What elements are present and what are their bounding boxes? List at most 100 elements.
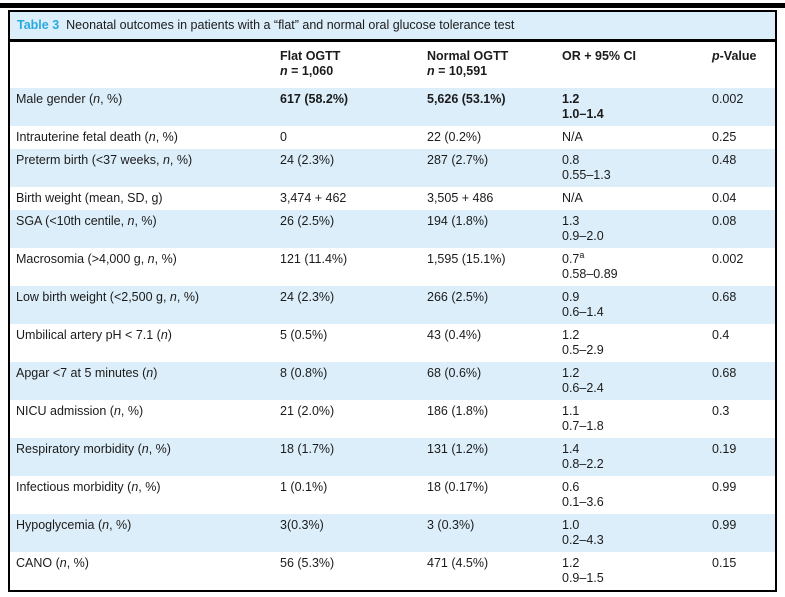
flat-ogtt-title: Flat OGTT <box>280 49 341 63</box>
outcome-label-text: Macrosomia (>4,000 g, <box>16 252 148 266</box>
flat-ogtt-value-cell: 21 (2.0%) <box>280 404 335 418</box>
italic-n: n <box>427 64 435 78</box>
outcome-label-cell: CANO (n, %) <box>10 552 280 590</box>
outcome-label-cell: Male gender (n, %) <box>10 88 280 126</box>
flat-ogtt-value-cell: 18 (1.7%) <box>280 442 335 456</box>
outcome-label-text: Low birth weight (<2,500 g, <box>16 290 170 304</box>
normal-ogtt-value-cell: 471 (4.5%) <box>427 556 489 570</box>
table-row: Respiratory morbidity (n, %) 18 (1.7%) 1… <box>10 438 775 476</box>
outcome-label-cell: Low birth weight (<2,500 g, n, %) <box>10 286 280 324</box>
outcome-label-text: Birth weight (mean, SD, g) <box>16 191 163 205</box>
outcome-label-text: Intrauterine fetal death ( <box>16 130 149 144</box>
or-ci-cell: 0.7a 0.58–0.89 <box>562 248 712 286</box>
or-ci-cell: 1.2 1.0–1.4 <box>562 88 712 126</box>
normal-ogtt-value-cell: 287 (2.7%) <box>427 153 489 167</box>
p-value-cell: 0.99 <box>712 480 737 494</box>
outcome-label-cell: Preterm birth (<37 weeks, n, %) <box>10 149 280 187</box>
flat-ogtt-value-cell: 56 (5.3%) <box>280 556 335 570</box>
or-value: N/A <box>562 130 583 144</box>
flat-ogtt-value-cell: 121 (11.4%) <box>280 252 348 266</box>
outcome-label-italic-n: n <box>131 480 139 494</box>
outcome-label-text: SGA (<10th centile, <box>16 214 128 228</box>
or-number: 0.9 <box>562 290 580 304</box>
flat-ogtt-value-cell: 617 (58.2%) <box>280 92 349 106</box>
flat-ogtt-value-cell: 3,474 + 462 <box>280 191 347 205</box>
outcome-label-text: Infectious morbidity ( <box>16 480 132 494</box>
table-row: CANO (n, %) 56 (5.3%) 471 (4.5%) 1.2 0.9–… <box>10 552 775 590</box>
or-value: 1.2 <box>562 328 579 342</box>
outcome-label-italic-n: n <box>147 252 155 266</box>
table-row: Preterm birth (<37 weeks, n, %) 24 (2.3%… <box>10 149 775 187</box>
normal-ogtt-value-cell: 5,626 (53.1%) <box>427 92 506 106</box>
outcome-label-suffix: , %) <box>120 404 144 418</box>
p-value-cell: 0.3 <box>712 404 730 418</box>
or-number: 1.2 <box>562 556 580 570</box>
table-row: Intrauterine fetal death (n, %) 0 22 (0.… <box>10 126 775 149</box>
outcome-label-italic-n: n <box>59 556 67 570</box>
outcome-label-italic-n: n <box>148 130 156 144</box>
flat-ogtt-value-cell: 5 (0.5%) <box>280 328 328 342</box>
table-row: Birth weight (mean, SD, g) 3,474 + 462 3… <box>10 187 775 210</box>
or-number: 1.4 <box>562 442 580 456</box>
outcome-label-italic-n: n <box>113 404 121 418</box>
outcome-label-text: Hypoglycemia ( <box>16 518 103 532</box>
or-number: 1.2 <box>562 92 580 106</box>
or-ci-cell: 1.3 0.9–2.0 <box>562 210 712 248</box>
outcome-label-italic-n: n <box>127 214 135 228</box>
normal-ogtt-value-cell: 18 (0.17%) <box>427 480 489 494</box>
or-ci-cell: 0.8 0.55–1.3 <box>562 149 712 187</box>
header-row: Flat OGTT n = 1,060 Normal OGTT n = 10,591… <box>10 42 775 88</box>
outcomes-table: Flat OGTT n = 1,060 Normal OGTT n = 10,591… <box>10 42 775 590</box>
flat-ogtt-value-cell: 1 (0.1%) <box>280 480 328 494</box>
col-header-or-ci: OR + 95% CI <box>562 42 712 88</box>
or-value: 0.7a <box>562 250 584 266</box>
top-rule <box>0 3 785 8</box>
table-row: Hypoglycemia (n, %) 3(0.3%) 3 (0.3%) 1.0… <box>10 514 775 552</box>
or-ci-cell: 1.0 0.2–4.3 <box>562 514 712 552</box>
or-number: 0.8 <box>562 153 580 167</box>
outcome-label-suffix: , %) <box>176 290 200 304</box>
col-header-normal-ogtt: Normal OGTT n = 10,591 <box>427 42 562 88</box>
outcome-label-cell: Umbilical artery pH < 7.1 (n) <box>10 324 280 362</box>
or-number: 1.3 <box>562 214 580 228</box>
or-value: 0.6 <box>562 480 579 494</box>
or-number: 1.2 <box>562 366 580 380</box>
outcome-label-italic-n: n <box>102 518 110 532</box>
or-value: 1.4 <box>562 442 579 456</box>
italic-p: p <box>712 49 720 63</box>
outcome-label-suffix: ) <box>153 366 158 380</box>
table-row: NICU admission (n, %) 21 (2.0%) 186 (1.8… <box>10 400 775 438</box>
outcome-label-suffix: , %) <box>100 92 123 106</box>
flat-ogtt-n: n = 1,060 <box>280 64 423 79</box>
ci-range: 0.5–2.9 <box>562 343 604 357</box>
normal-ogtt-value-cell: 186 (1.8%) <box>427 404 489 418</box>
italic-n: n <box>280 64 288 78</box>
normal-ogtt-title: Normal OGTT <box>427 49 509 63</box>
table-number-label: Table 3 <box>17 18 60 32</box>
or-value: 1.2 <box>562 366 579 380</box>
table-row: Male gender (n, %) 617 (58.2%) 5,626 (53… <box>10 88 775 126</box>
flat-ogtt-value-cell: 0 <box>280 130 287 144</box>
outcome-label-cell: Infectious morbidity (n, %) <box>10 476 280 514</box>
outcome-label-cell: NICU admission (n, %) <box>10 400 280 438</box>
col-header-outcome <box>10 42 280 88</box>
ci-range: 0.55–1.3 <box>562 168 611 182</box>
outcome-label-italic-n: n <box>141 442 149 456</box>
outcome-label-suffix: , %) <box>154 252 177 266</box>
or-value: 1.2 <box>562 92 579 106</box>
ci-range: 0.6–1.4 <box>562 305 604 319</box>
flat-ogtt-value-cell: 3(0.3%) <box>280 518 324 532</box>
outcome-label-text: Male gender ( <box>16 92 94 106</box>
ci-range: 0.9–1.5 <box>562 571 604 585</box>
flat-ogtt-value-cell: 24 (2.3%) <box>280 290 335 304</box>
or-value: 1.3 <box>562 214 579 228</box>
outcome-label-text: Umbilical artery pH < 7.1 ( <box>16 328 161 342</box>
normal-ogtt-value-cell: 22 (0.2%) <box>427 130 482 144</box>
ci-range: 0.1–3.6 <box>562 495 604 509</box>
p-value-cell: 0.04 <box>712 191 737 205</box>
table-title-bar: Table 3 Neonatal outcomes in patients wit… <box>10 12 775 42</box>
outcome-label-italic-n: n <box>160 328 168 342</box>
outcome-label-text: Apgar <7 at 5 minutes ( <box>16 366 147 380</box>
or-ci-cell: 1.2 0.5–2.9 <box>562 324 712 362</box>
outcome-label-italic-n: n <box>169 290 177 304</box>
